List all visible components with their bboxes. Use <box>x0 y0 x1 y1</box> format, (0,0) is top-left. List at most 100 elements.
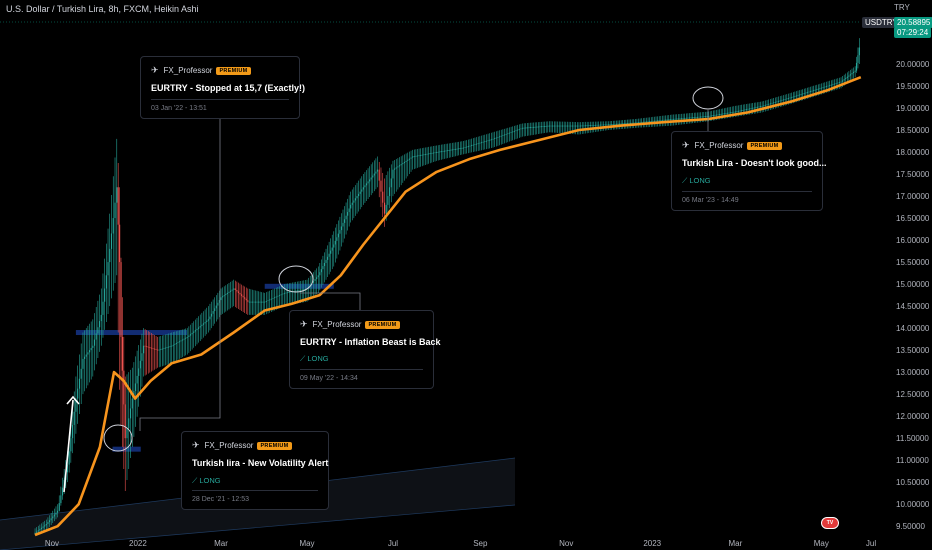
candle-body <box>439 151 441 153</box>
candle-body <box>171 345 173 347</box>
candle-body <box>666 119 668 121</box>
idea-card[interactable]: ✈ FX_Professor PREMIUM EURTRY - Inflatio… <box>289 310 441 389</box>
candle-body <box>129 408 132 419</box>
candle-body <box>792 96 794 98</box>
candle-body <box>73 411 75 425</box>
candle-body <box>679 118 681 120</box>
idea-author-row: ✈ FX_Professor PREMIUM <box>682 140 782 151</box>
candle-body <box>358 193 360 197</box>
candle-body <box>361 189 363 192</box>
candle-body <box>593 124 595 126</box>
candle-body <box>348 208 350 213</box>
candle-body <box>189 334 192 336</box>
idea-divider <box>192 490 318 491</box>
candle-body <box>296 290 298 292</box>
candle-body <box>251 301 254 303</box>
channel-line <box>0 504 516 550</box>
candle-body <box>849 74 852 76</box>
rocket-icon: ✈ <box>151 65 159 75</box>
candle-body <box>304 288 306 290</box>
candle-body <box>817 88 819 90</box>
candle-body <box>485 140 488 142</box>
candle-body <box>102 301 104 315</box>
candle-body <box>650 121 652 122</box>
candle-body <box>364 185 366 188</box>
candle-body <box>547 125 549 127</box>
candle-body <box>658 120 660 122</box>
candle-body <box>212 311 214 314</box>
candle-body <box>657 120 659 122</box>
candle-body <box>194 330 196 332</box>
candle-body <box>39 529 41 531</box>
candle-body <box>440 151 442 153</box>
candle-body <box>228 291 230 293</box>
candle-body <box>753 107 755 109</box>
candle-body <box>390 178 392 188</box>
y-tick-label: 12.00000 <box>896 412 930 421</box>
candle-body <box>193 331 195 333</box>
candle-body <box>672 118 675 120</box>
candle-body <box>226 292 228 295</box>
candle-body <box>521 127 524 129</box>
candle-body <box>233 288 235 290</box>
y-tick-label: 13.00000 <box>896 368 930 377</box>
candle-body <box>220 297 222 301</box>
candle-body <box>198 327 200 329</box>
candle-body <box>706 116 708 117</box>
candle-body <box>726 112 729 114</box>
candle-body <box>40 527 43 530</box>
trend-up-icon: ⟋ <box>300 354 306 363</box>
candle-body <box>82 358 84 369</box>
idea-card[interactable]: ✈ FX_Professor PREMIUM EURTRY - Stopped … <box>140 56 305 119</box>
candle-body <box>75 398 77 412</box>
y-tick-label: 9.50000 <box>896 522 925 531</box>
candle-body <box>109 248 111 263</box>
candle-body <box>451 149 453 151</box>
candle-body <box>370 177 372 180</box>
candle-body <box>206 320 208 323</box>
candle-body <box>387 196 389 205</box>
tradingview-logo-icon[interactable]: TV <box>821 517 839 529</box>
candle-body <box>164 347 167 349</box>
candle-body <box>70 438 72 452</box>
candle-body <box>47 522 49 524</box>
candle-body <box>552 125 554 127</box>
candle-body <box>259 301 261 303</box>
candle-body <box>199 326 201 328</box>
candle-body <box>581 125 583 127</box>
candle-body <box>802 93 804 95</box>
candle-body <box>589 125 592 126</box>
candle-body <box>98 321 101 328</box>
candle-body <box>420 154 422 156</box>
candle-body <box>830 84 832 86</box>
candle-body <box>244 297 246 299</box>
candle-body <box>354 198 357 201</box>
candle-body <box>827 85 829 87</box>
candle-body <box>526 127 528 129</box>
candle-body <box>53 514 55 517</box>
candle-body <box>795 95 798 97</box>
candle-body <box>858 47 860 56</box>
idea-card[interactable]: ✈ FX_Professor PREMIUM Turkish Lira - Do… <box>671 131 826 211</box>
candle-body <box>110 233 113 249</box>
candle-body <box>317 275 319 278</box>
candle-body <box>128 418 130 429</box>
candle-body <box>412 156 414 158</box>
candle-body <box>714 114 716 116</box>
premium-badge: PREMIUM <box>365 320 400 329</box>
candle-body <box>520 128 522 130</box>
highlight-circle <box>692 86 724 110</box>
candle-body <box>498 136 501 138</box>
candle-body <box>671 119 673 120</box>
candle-body <box>157 349 159 351</box>
candle-body <box>503 134 506 136</box>
candle-body <box>312 280 315 283</box>
candle-body <box>136 375 138 384</box>
candle-body <box>566 125 569 127</box>
candle-body <box>652 120 654 122</box>
idea-card[interactable]: ✈ FX_Professor PREMIUM Turkish lira - Ne… <box>181 431 329 510</box>
candle-body <box>236 289 238 292</box>
candle-body <box>456 148 458 150</box>
candle-body <box>487 140 489 142</box>
candle-body <box>507 133 509 135</box>
